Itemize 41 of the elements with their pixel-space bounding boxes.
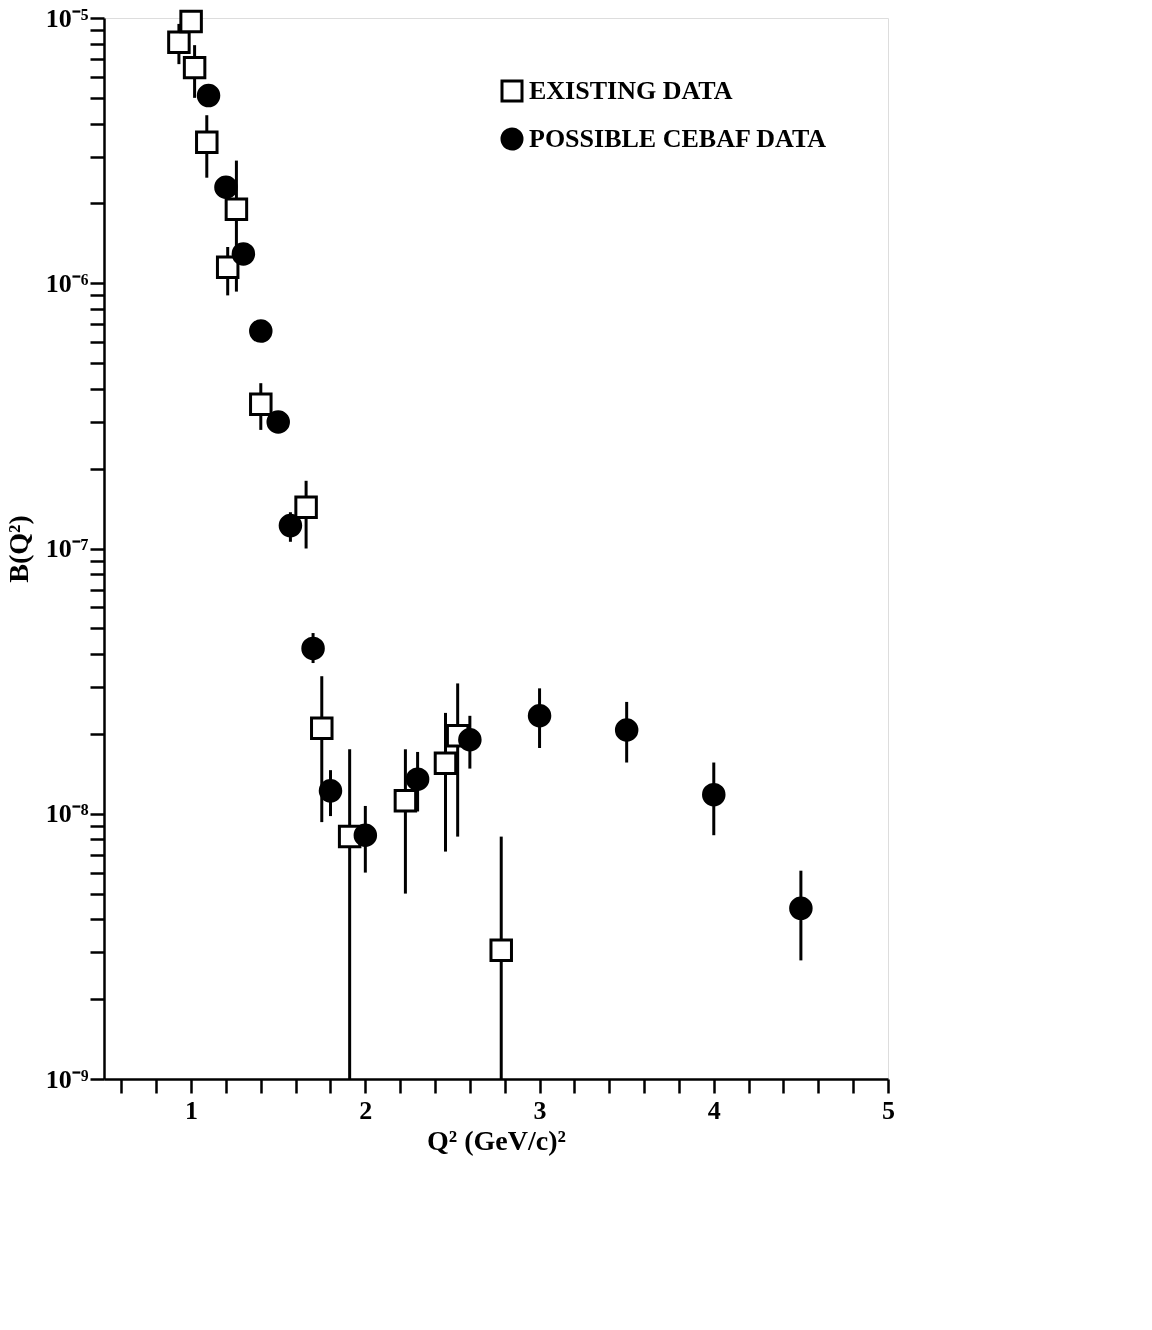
legend-label: EXISTING DATA bbox=[529, 76, 733, 105]
x-tick-label: 4 bbox=[707, 1095, 721, 1125]
y-tick-label: 10⁻⁷ bbox=[45, 534, 89, 563]
point bbox=[195, 130, 219, 155]
point bbox=[702, 782, 726, 807]
point bbox=[224, 197, 249, 222]
point bbox=[294, 495, 318, 520]
point bbox=[433, 751, 458, 776]
point bbox=[179, 9, 203, 34]
y-tick-label: 10⁻⁹ bbox=[45, 1064, 89, 1094]
point bbox=[527, 704, 552, 728]
y-tick-label: 10⁻⁸ bbox=[45, 799, 89, 829]
point bbox=[405, 767, 430, 791]
point bbox=[231, 242, 256, 266]
point bbox=[266, 410, 290, 434]
point bbox=[393, 788, 418, 813]
point bbox=[278, 513, 303, 538]
point bbox=[458, 728, 482, 752]
point bbox=[249, 319, 273, 343]
x-tick-label: 3 bbox=[533, 1095, 547, 1125]
y-tick-label: 10⁻⁵ bbox=[45, 3, 89, 33]
legend-label: POSSIBLE CEBAF DATA bbox=[529, 124, 827, 153]
point bbox=[614, 718, 639, 742]
point bbox=[789, 896, 813, 921]
point bbox=[215, 255, 240, 279]
x-tick-label: 1 bbox=[185, 1095, 199, 1125]
point bbox=[249, 392, 273, 416]
point bbox=[318, 779, 343, 803]
y-axis-title: B(Q²) bbox=[2, 515, 34, 583]
point bbox=[214, 175, 238, 200]
point bbox=[182, 55, 207, 80]
x-tick-label: 2 bbox=[359, 1095, 373, 1125]
y-tick-label: 10⁻⁶ bbox=[45, 268, 89, 298]
point bbox=[310, 716, 334, 741]
point bbox=[196, 83, 221, 108]
point bbox=[489, 938, 513, 962]
point bbox=[301, 636, 325, 661]
point bbox=[167, 30, 191, 55]
x-tick-label: 5 bbox=[882, 1095, 895, 1125]
point bbox=[353, 823, 378, 847]
x-axis-title: Q² (GeV/c)² bbox=[427, 1124, 566, 1156]
